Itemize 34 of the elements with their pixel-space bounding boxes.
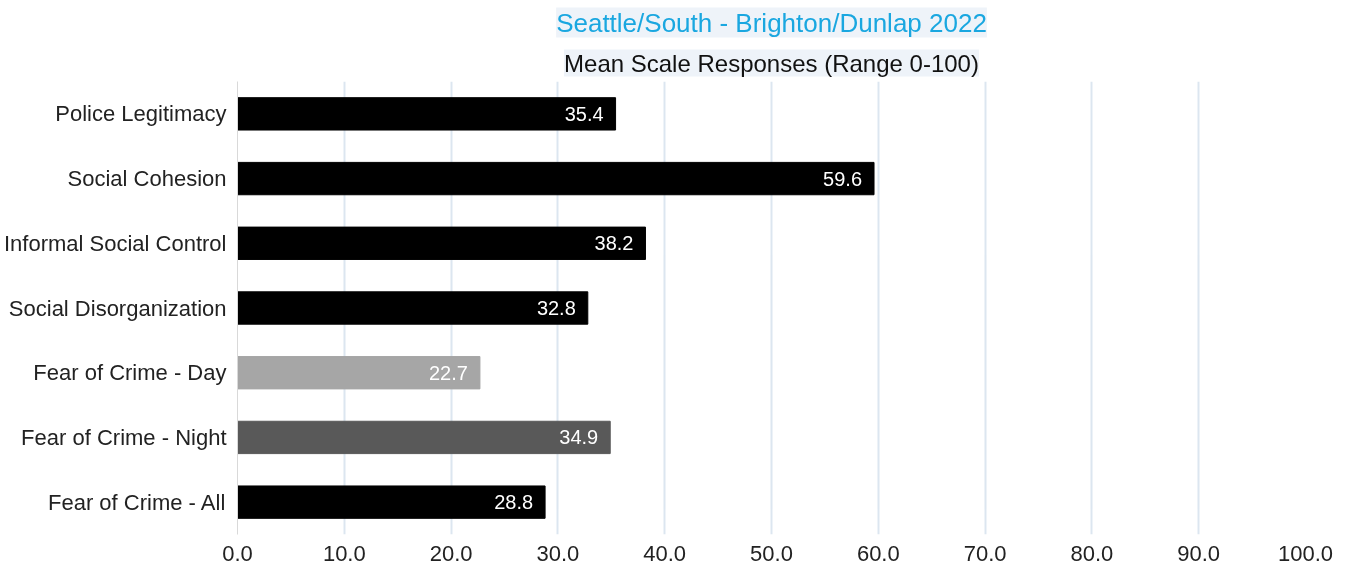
bar — [237, 161, 875, 196]
y-tick-label: Social Disorganization — [8, 295, 227, 321]
x-tick-label: 40.0 — [643, 540, 687, 566]
data-label: 28.8 — [494, 491, 534, 514]
bar — [237, 97, 617, 131]
x-tick-label: 10.0 — [322, 540, 366, 566]
data-label: 32.8 — [536, 297, 576, 319]
x-tick-label: 70.0 — [963, 540, 1007, 566]
chart-subtitle: Mean Scale Responses (Range 0-100) — [564, 49, 979, 77]
y-tick-label: Fear of Crime - All — [48, 489, 226, 515]
y-tick-label: Informal Social Control — [3, 230, 227, 256]
data-label: 35.4 — [564, 102, 604, 125]
bar — [237, 356, 481, 390]
y-tick-label: Social Cohesion — [67, 166, 227, 192]
x-tick-label: 20.0 — [429, 540, 473, 566]
data-label: 34.9 — [559, 426, 599, 449]
x-tick-label: 90.0 — [1177, 540, 1221, 566]
x-tick-label: 0.0 — [222, 540, 253, 566]
x-tick-label: 30.0 — [536, 540, 580, 566]
x-tick-label: 60.0 — [856, 540, 900, 566]
y-tick-label: Fear of Crime - Night — [21, 424, 227, 450]
y-tick-label: Police Legitimacy — [55, 101, 227, 127]
data-label: 59.6 — [823, 167, 863, 190]
bar — [237, 420, 611, 455]
data-label: 22.7 — [429, 361, 468, 384]
y-tick-label: Fear of Crime - Day — [33, 360, 227, 386]
x-tick-label: 100.0 — [1277, 540, 1334, 566]
bar — [237, 226, 646, 260]
data-label: 38.2 — [594, 232, 634, 255]
bar — [237, 485, 546, 519]
x-tick-label: 50.0 — [750, 540, 793, 566]
bar — [237, 291, 589, 325]
x-tick-label: 80.0 — [1070, 540, 1114, 566]
chart-title: Seattle/South - Brighton/Dunlap 2022 — [556, 7, 987, 38]
